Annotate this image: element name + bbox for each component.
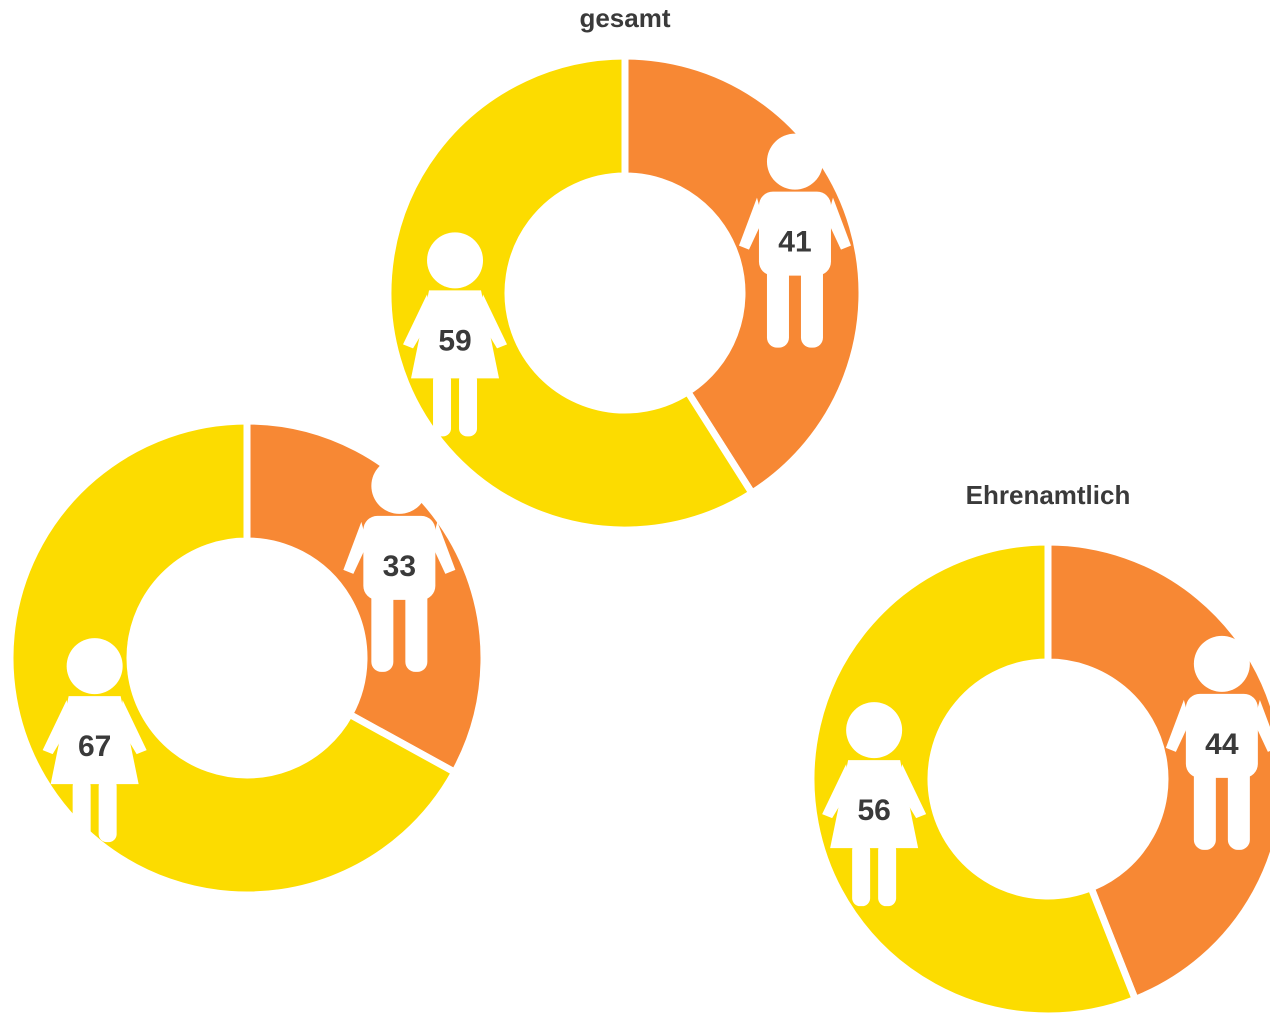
icon-arm [1165, 699, 1190, 752]
data-label: 56 [857, 794, 890, 827]
chart-title: Ehrenamtlich [966, 480, 1131, 510]
icon-leg [852, 842, 871, 907]
icon-body [50, 696, 139, 785]
icon-leg [878, 842, 897, 907]
icon-body [411, 290, 500, 379]
icon-arm [738, 197, 763, 250]
icon-head [766, 133, 823, 190]
icon-arm [42, 700, 71, 755]
icon-head [846, 702, 903, 759]
icon-arm [479, 294, 508, 349]
icon-arm [403, 294, 432, 349]
data-label: 44 [1205, 728, 1239, 761]
icon-leg [98, 778, 117, 843]
icon-head [427, 232, 484, 289]
icon-head [371, 457, 428, 514]
donut-chart: Hauptamtlich3367 [6, 417, 488, 899]
donut-chart: gesamt 41 59 [384, 3, 866, 534]
icon-arm [1253, 699, 1270, 752]
icon-body [830, 760, 919, 849]
icon-leg [1227, 765, 1250, 850]
icon-arm [822, 764, 851, 819]
icon-leg [800, 263, 823, 348]
donut-slice [243, 417, 488, 777]
data-label: 67 [78, 730, 111, 763]
data-label: 41 [778, 226, 811, 259]
icon-body [758, 191, 831, 276]
donut-chart: Ehrenamtlich 44 56 [807, 480, 1270, 1015]
icon-leg [72, 778, 91, 843]
icon-leg [433, 372, 452, 437]
icon-arm [431, 521, 456, 574]
icon-head [1193, 635, 1250, 692]
icon-leg [459, 372, 478, 437]
icon-body [363, 515, 436, 600]
chart-title: gesamt [579, 3, 670, 33]
icon-leg [1193, 765, 1216, 850]
data-label: 33 [383, 550, 416, 583]
icon-body [1185, 693, 1258, 778]
icon-leg [371, 587, 394, 672]
icon-arm [118, 700, 147, 755]
data-label: 59 [438, 324, 471, 357]
donut-slice [384, 52, 757, 534]
icon-arm [898, 764, 927, 819]
icon-arm [826, 197, 851, 250]
icon-head [66, 638, 123, 695]
icon-arm [343, 521, 368, 574]
icon-leg [766, 263, 789, 348]
icon-leg [405, 587, 428, 672]
